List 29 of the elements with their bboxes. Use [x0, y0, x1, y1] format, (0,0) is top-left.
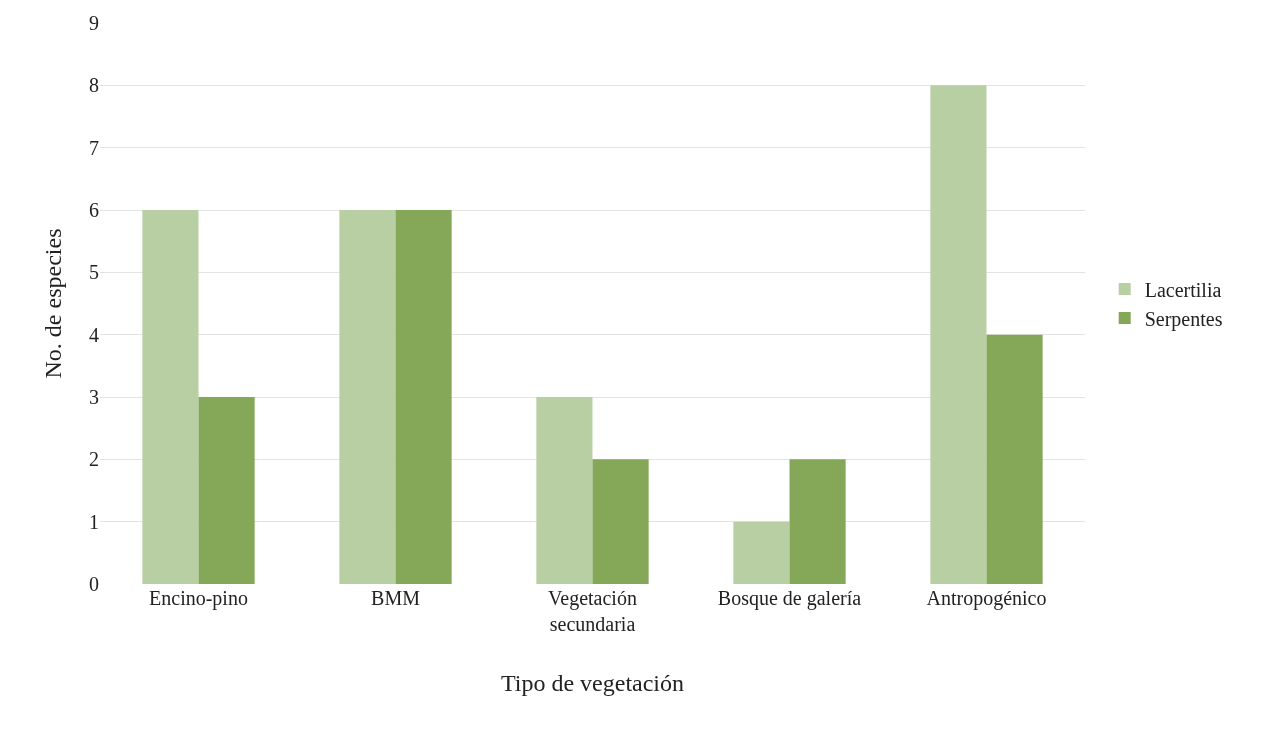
bar [930, 85, 987, 584]
y-tick-label: 8 [89, 74, 99, 97]
y-axis-title: No. de especies [40, 228, 67, 379]
y-tick-label: 2 [89, 448, 99, 471]
y-tick-label: 0 [89, 573, 99, 595]
y-tick-label: 1 [89, 510, 99, 533]
y-tick-label: 6 [89, 199, 99, 221]
legend-label: Serpentes [1144, 307, 1223, 331]
bar [536, 397, 593, 584]
bar [339, 210, 396, 584]
y-tick-label: 7 [89, 136, 99, 159]
bar [789, 459, 846, 584]
x-tick-label: Antropogénico [926, 587, 1047, 610]
y-tick-label: 5 [89, 261, 99, 284]
x-tick-label: Encino-pino [149, 587, 248, 610]
x-axis-title: Tipo de vegetación [500, 670, 685, 697]
bar [395, 210, 452, 584]
y-tick-label: 4 [89, 323, 99, 346]
bar [592, 459, 649, 584]
x-tick-label: Bosque de galería [717, 587, 862, 610]
x-tick-label: BMM [371, 587, 421, 609]
y-tick-label: 9 [89, 12, 99, 34]
bar [198, 397, 255, 584]
bar [142, 210, 199, 584]
y-tick-label: 3 [89, 386, 99, 408]
legend-label: Lacertilia [1144, 278, 1222, 301]
bar [986, 334, 1043, 584]
x-tick-label: Vegetación secundaria [548, 587, 637, 635]
bar [733, 521, 790, 584]
